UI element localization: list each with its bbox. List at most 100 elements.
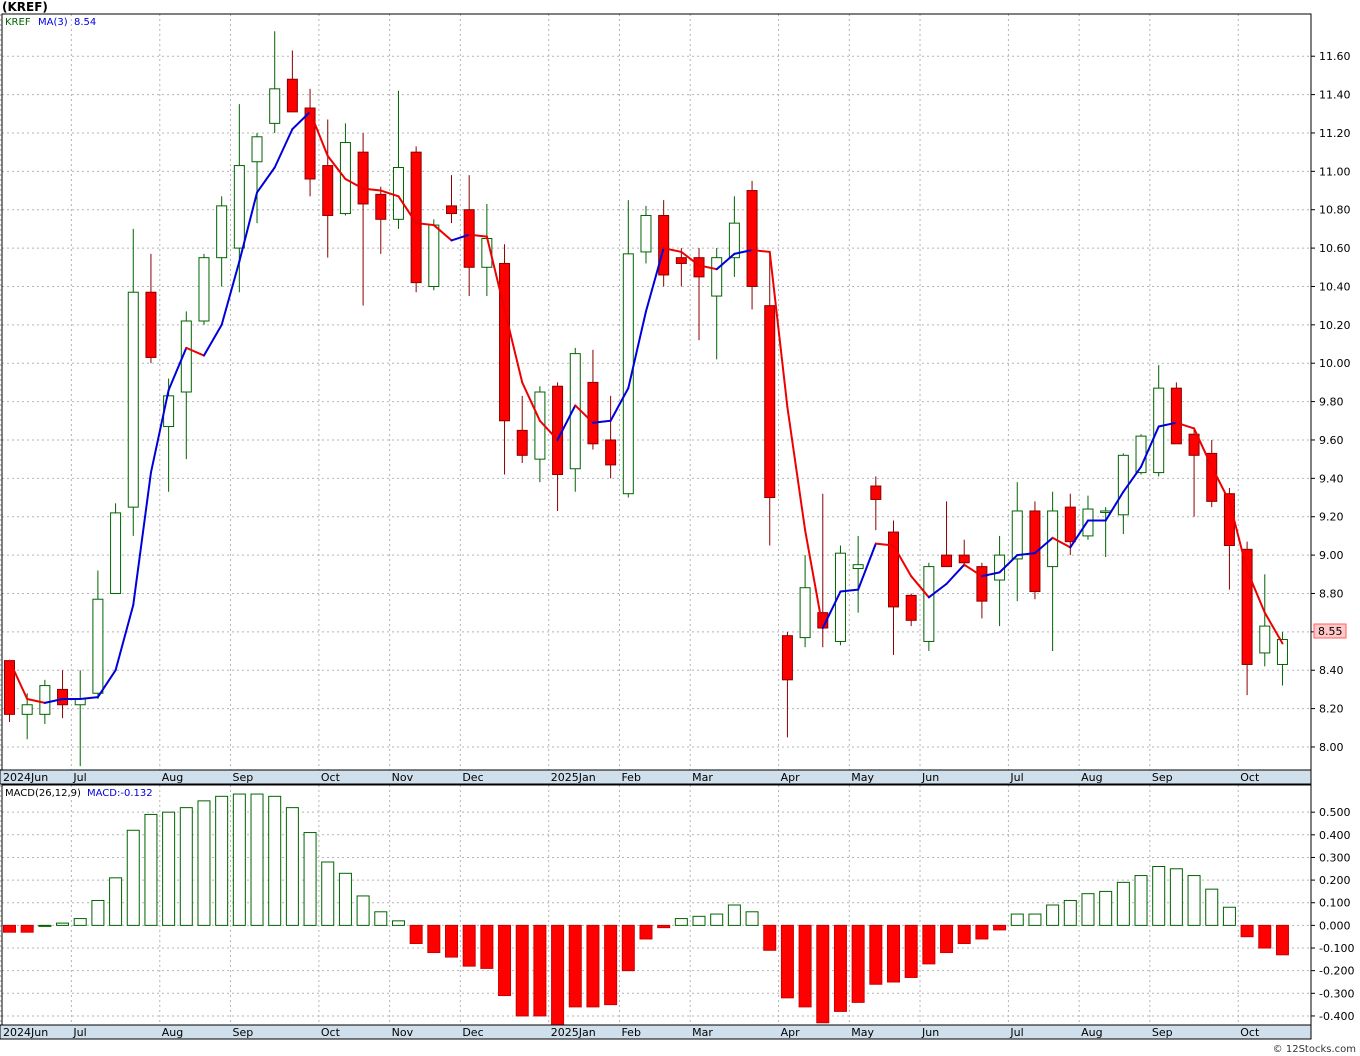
ma-segment — [185, 346, 205, 357]
month-label: Apr — [781, 771, 801, 784]
macd-bar — [957, 924, 971, 944]
macd-bar — [498, 924, 512, 997]
macd-bar — [745, 911, 759, 926]
macd-bar — [20, 924, 34, 933]
price-tick-label: 11.00 — [1319, 165, 1351, 178]
month-label: Jun — [921, 771, 939, 784]
macd-bar — [1152, 866, 1166, 926]
candle-body — [357, 151, 369, 205]
macd-bar — [674, 918, 688, 926]
axes: 11.60 11.40 11.20 11.00 10.80 10.60 10.40 10.20… — [0, 13, 1354, 1040]
ma-segment — [149, 389, 170, 474]
macd-bar — [657, 924, 671, 929]
ma-segment — [1140, 425, 1160, 468]
macd-bar — [604, 924, 618, 1006]
moving-average-line — [8, 110, 1284, 704]
month-label: 2024Jun — [3, 1026, 48, 1039]
ma-segment — [43, 698, 64, 704]
month-label: Dec — [462, 1026, 483, 1039]
last-price-tag — [1313, 623, 1347, 639]
candle-body — [870, 485, 882, 500]
macd-bar — [162, 811, 176, 926]
candle-body — [658, 214, 670, 276]
candle-body — [163, 395, 175, 428]
month-label: Jul — [72, 1026, 86, 1039]
candle-body — [905, 594, 917, 621]
macd-bar — [91, 899, 105, 926]
ma-segment — [998, 554, 1019, 574]
macd-bar — [462, 924, 476, 967]
macd-bar — [1169, 868, 1183, 926]
legend-macd-value: MACD:-0.132 — [87, 788, 153, 799]
candle-body — [1011, 510, 1023, 560]
ma-segment — [1104, 490, 1125, 522]
ma-segment — [751, 249, 771, 253]
candle-body — [446, 205, 457, 215]
month-label: Nov — [392, 1026, 414, 1039]
ma-segment — [397, 195, 418, 225]
price-tick-label: 10.40 — [1319, 280, 1351, 293]
candle-body — [799, 587, 811, 639]
month-label: Sep — [1152, 771, 1173, 784]
macd-bar — [338, 872, 352, 926]
macd-bar — [73, 918, 87, 926]
macd-bar — [1187, 875, 1201, 926]
macd-bar — [1028, 913, 1042, 926]
month-label: Mar — [692, 1026, 713, 1039]
price-frame — [1, 13, 1312, 771]
legend-symbol: KREF — [5, 17, 31, 28]
ma-segment — [591, 419, 612, 424]
month-label: Sep — [233, 1026, 254, 1039]
price-tick-label: 8.40 — [1319, 664, 1344, 677]
macd-bar — [940, 924, 954, 954]
ma-segment — [892, 544, 913, 578]
candle-body — [304, 107, 316, 180]
ma-segment — [503, 308, 524, 384]
macd-bar — [1081, 893, 1095, 926]
candle-body — [1153, 387, 1165, 474]
macd-bar — [1046, 904, 1060, 926]
ma-segment — [26, 698, 46, 704]
candle-body — [1100, 510, 1112, 513]
macd-bar — [904, 924, 918, 978]
macd-bar — [391, 920, 405, 926]
macd-tick-label: 0.500 — [1319, 806, 1351, 819]
macd-month-band — [0, 1024, 1312, 1040]
macd-bar — [780, 924, 794, 999]
candle-body — [711, 257, 723, 297]
candle-body — [251, 136, 263, 163]
ma-segment — [1175, 421, 1196, 430]
macd-bar — [851, 924, 865, 1003]
ma-segment — [804, 529, 824, 630]
chart-title: (KREF) — [2, 0, 48, 14]
ma-segment — [167, 346, 188, 392]
macd-bar — [144, 813, 158, 926]
candle-body — [1276, 639, 1288, 665]
price-tick-label: 8.00 — [1319, 741, 1344, 754]
legend-ma-label: MA(3) — [38, 17, 68, 28]
ma-segment — [627, 310, 647, 390]
price-tick-label: 9.80 — [1319, 396, 1344, 409]
macd-bar — [1258, 924, 1272, 949]
macd-bar — [1222, 906, 1236, 926]
macd-bar — [727, 904, 741, 926]
macd-bar — [3, 924, 16, 933]
month-label: Dec — [462, 771, 483, 784]
ma-segment — [521, 381, 541, 422]
month-label: Feb — [621, 1026, 640, 1039]
macd-bar — [869, 924, 883, 985]
month-label: Feb — [621, 771, 640, 784]
macd-bar — [285, 807, 299, 926]
price-tick-label: 11.20 — [1319, 127, 1351, 140]
watermark: © 12Stocks.com — [1273, 1044, 1356, 1055]
ma-segment — [980, 571, 1001, 578]
ma-segment — [1193, 427, 1213, 468]
macd-bar — [179, 807, 193, 926]
ma-segment — [362, 187, 382, 192]
macd-tick-label: -0.400 — [1319, 1010, 1354, 1023]
price-tick-label: 9.20 — [1319, 511, 1344, 524]
price-tick-label: 8.20 — [1319, 703, 1344, 716]
macd-bar — [1010, 913, 1024, 926]
macd-bar — [887, 924, 900, 983]
macd-tick-label: 0.400 — [1319, 829, 1351, 842]
